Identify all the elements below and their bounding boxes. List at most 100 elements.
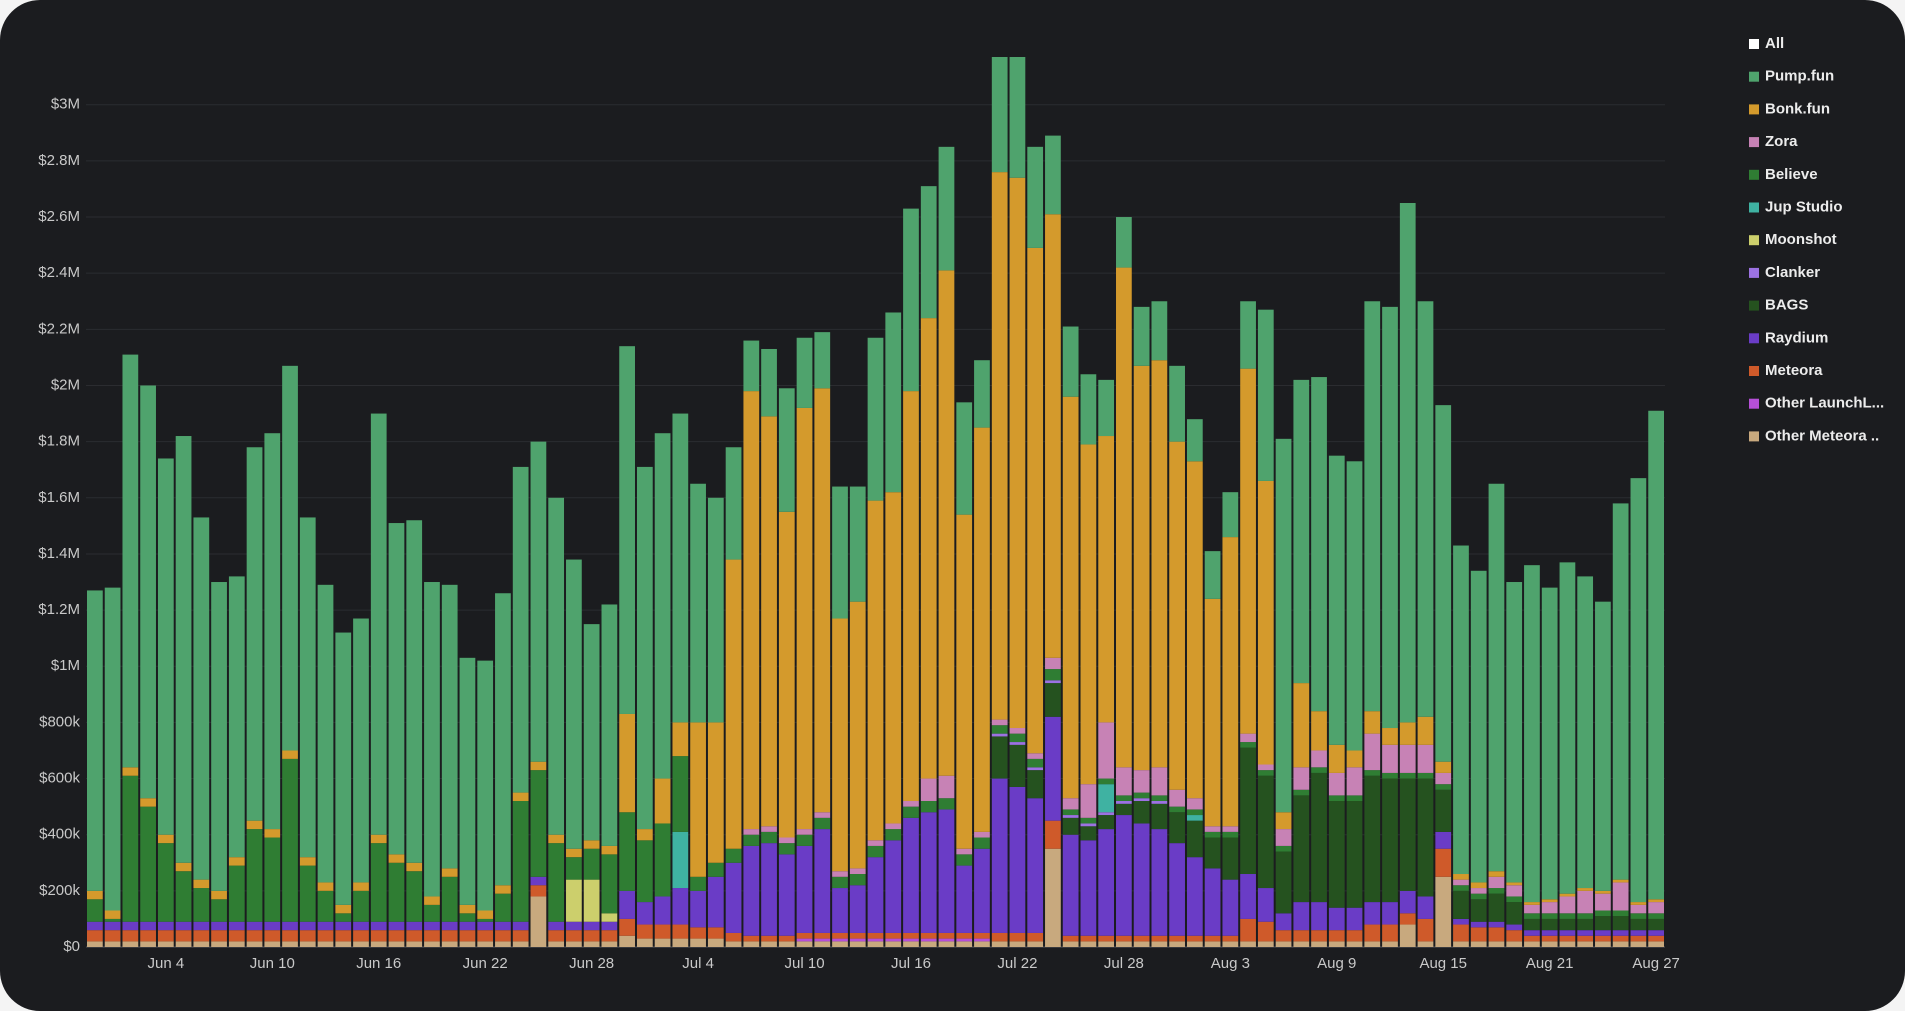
bar-segment <box>1045 657 1061 670</box>
bar-segment <box>211 941 227 947</box>
legend-swatch[interactable] <box>1749 39 1759 49</box>
legend-swatch[interactable] <box>1749 398 1759 409</box>
bar-segment <box>104 587 121 911</box>
bar-segment <box>246 820 263 830</box>
legend-label[interactable]: Jup Studio <box>1765 198 1843 215</box>
bar-segment <box>1488 921 1505 928</box>
legend-swatch[interactable] <box>1749 137 1759 148</box>
bar-segment <box>1062 396 1079 799</box>
bar-segment <box>885 840 902 933</box>
bar-segment <box>1311 941 1327 947</box>
bar-segment <box>885 823 902 830</box>
legend-label[interactable]: BAGS <box>1765 297 1808 314</box>
bar-segment <box>1080 941 1097 947</box>
legend-swatch[interactable] <box>1749 366 1759 376</box>
legend-label[interactable]: Zora <box>1765 133 1798 150</box>
bar-segment <box>566 930 582 942</box>
bar-segment <box>920 318 937 779</box>
bar-segment <box>406 921 423 931</box>
bar-segment <box>725 941 742 947</box>
bar-segment <box>654 433 671 779</box>
legend-label[interactable]: Clanker <box>1765 264 1820 281</box>
bar-segment <box>1328 772 1345 796</box>
y-tick-label: $2M <box>51 376 80 393</box>
legend-label[interactable]: Believe <box>1765 166 1818 183</box>
bar-segment <box>1257 309 1274 481</box>
legend-swatch[interactable] <box>1749 431 1759 442</box>
legend-swatch[interactable] <box>1749 104 1759 115</box>
bar-segment <box>388 854 405 863</box>
bar-segment <box>761 826 777 832</box>
bar-segment <box>814 388 831 813</box>
bar-segment <box>832 871 848 877</box>
legend-label[interactable]: Meteora <box>1765 362 1823 379</box>
bar-segment <box>1204 868 1221 936</box>
bar-segment <box>956 854 973 866</box>
bar-segment <box>885 829 902 841</box>
legend-swatch[interactable] <box>1749 235 1759 246</box>
bar-segment <box>849 601 866 869</box>
bar-segment <box>654 823 671 897</box>
bar-segment <box>1612 882 1629 911</box>
bar-segment <box>1116 815 1132 936</box>
legend-swatch[interactable] <box>1749 71 1759 82</box>
bar-segment <box>743 391 760 830</box>
bar-segment <box>1311 930 1327 942</box>
bar-segment <box>1116 801 1132 804</box>
bar-segment <box>991 719 1008 726</box>
bar-segment <box>1559 941 1576 947</box>
bar-segment <box>317 890 334 922</box>
bar-segment <box>583 930 600 942</box>
legend-label[interactable]: Pump.fun <box>1765 68 1834 85</box>
bar-segment <box>548 843 565 922</box>
x-tick-label: Aug 15 <box>1419 955 1467 972</box>
bar-segment <box>1524 918 1540 931</box>
legend-swatch[interactable] <box>1749 267 1759 278</box>
x-tick-label: Jul 10 <box>785 955 825 972</box>
bar-segment <box>1045 135 1061 215</box>
legend-swatch[interactable] <box>1749 300 1759 311</box>
bar-segment <box>122 767 139 776</box>
bar-segment <box>317 930 334 942</box>
bar-segment <box>1098 436 1115 723</box>
legend-label[interactable]: Other LaunchL... <box>1765 395 1884 412</box>
bar-segment <box>725 848 742 863</box>
legend-label[interactable]: All <box>1765 35 1784 52</box>
bar-segment <box>1204 598 1221 827</box>
legend-label[interactable]: Raydium <box>1765 329 1828 346</box>
legend-label[interactable]: Other Meteora .. <box>1765 427 1879 444</box>
bar-segment <box>140 941 156 947</box>
bar-segment <box>1009 744 1026 787</box>
bar-segment <box>1612 941 1629 947</box>
bar-segment <box>849 486 866 602</box>
legend-swatch[interactable] <box>1749 202 1759 213</box>
bar-segment <box>1062 935 1079 942</box>
bar-segment <box>867 840 884 846</box>
legend-swatch[interactable] <box>1749 169 1759 180</box>
bar-segment <box>601 930 618 942</box>
bar-segment <box>938 941 955 947</box>
bar-segment <box>849 932 866 939</box>
bar-segment <box>495 930 511 942</box>
bar-segment <box>1630 941 1647 947</box>
bar-segment <box>1204 935 1221 942</box>
y-tick-label: $0 <box>63 938 80 955</box>
bar-segment <box>459 657 476 905</box>
bar-segment <box>690 927 706 939</box>
bar-segment <box>1045 683 1061 717</box>
bar-segment <box>672 722 689 757</box>
legend-label[interactable]: Bonk.fun <box>1765 100 1830 117</box>
bar-segment <box>175 921 192 931</box>
bar-segment <box>370 413 387 835</box>
legend-label[interactable]: Moonshot <box>1765 231 1837 248</box>
bar-segment <box>1399 722 1416 745</box>
bar-segment <box>1328 455 1345 745</box>
bar-segment <box>566 879 582 922</box>
bar-segment <box>1186 857 1203 936</box>
bar-segment <box>1222 537 1239 827</box>
bar-segment <box>1045 716 1061 821</box>
bar-segment <box>636 840 653 903</box>
bar-segment <box>832 618 848 872</box>
legend-swatch[interactable] <box>1749 333 1759 344</box>
bar-segment <box>1648 930 1664 936</box>
